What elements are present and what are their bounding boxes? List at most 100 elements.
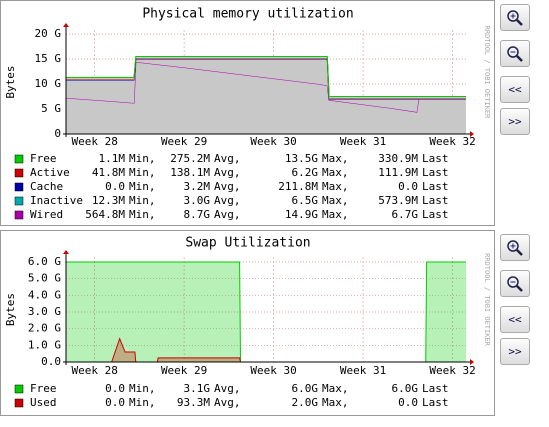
legend-value: 3.2M: [184, 180, 211, 193]
legend-value: 6.0G: [292, 382, 319, 395]
prev-button[interactable]: <<: [500, 306, 530, 333]
legend-value: 275.2M: [170, 152, 210, 165]
legend-value: 0.0: [105, 180, 125, 193]
legend-stat-label: Last: [422, 396, 449, 409]
arrow: [470, 359, 474, 365]
legend-stat-label: Max,: [322, 180, 349, 193]
charts: Physical memory utilization Bytes RRDTOOL …: [0, 0, 495, 416]
legend-swatch: [14, 196, 24, 206]
legend-value: 111.9M: [378, 166, 418, 179]
y-tick-label: 15 G: [35, 52, 62, 65]
legend-label: Free: [30, 152, 57, 165]
legend-value: 138.1M: [170, 166, 210, 179]
legend-value: 41.8M: [92, 166, 125, 179]
legend-stat-label: Avg,: [214, 194, 241, 207]
legend-stat-label: Last: [422, 208, 449, 221]
legend-swatch: [14, 384, 24, 394]
legend-label: Used: [30, 396, 57, 409]
zoom-out-button[interactable]: [500, 40, 530, 67]
y-tick-label: 3.0 G: [28, 305, 61, 318]
legend-stat-label: Avg,: [214, 208, 241, 221]
legend-value: 6.0G: [392, 382, 419, 395]
legend-value: 211.8M: [278, 180, 318, 193]
watermark: RRDTOOL / TOBI OETIKER: [483, 26, 491, 120]
x-tick-label: Week 32: [429, 364, 475, 377]
legend-stat-label: Max,: [322, 396, 349, 409]
legend-value: 13.5G: [285, 152, 318, 165]
next-button[interactable]: >>: [500, 338, 530, 365]
legend-stat-label: Avg,: [214, 396, 241, 409]
y-tick-label: 0: [54, 127, 61, 140]
legend-swatch: [14, 398, 24, 408]
legend-value: 330.9M: [378, 152, 418, 165]
legend-label: Inactive: [30, 194, 83, 207]
legend-value: 2.0G: [292, 396, 319, 409]
legend-value: 0.0: [398, 180, 418, 193]
legend-stat-label: Last: [422, 382, 449, 395]
legend-value: 3.0G: [184, 194, 211, 207]
legend-stat-label: Max,: [322, 152, 349, 165]
plot-area: [66, 257, 466, 362]
legend-value: 0.0: [105, 396, 125, 409]
x-tick-label: Week 32: [429, 135, 475, 148]
legend-stat-label: Last: [422, 152, 449, 165]
legend-stat-label: Avg,: [214, 180, 241, 193]
legend-value: 6.7G: [392, 208, 419, 221]
legend-label: Wired: [30, 208, 63, 221]
x-tick-label: Week 30: [250, 364, 296, 377]
y-tick-label: 4.0 G: [28, 288, 61, 301]
area: [66, 59, 466, 112]
zoom-out-button[interactable]: [500, 270, 530, 297]
x-tick-label: Week 28: [71, 135, 117, 148]
legend-stat-label: Min,: [129, 152, 156, 165]
legend-label: Free: [30, 382, 57, 395]
x-tick-label: Week 28: [71, 364, 117, 377]
legend-stat-label: Last: [422, 180, 449, 193]
legend-swatch: [14, 210, 24, 220]
legend-stat-label: Min,: [129, 166, 156, 179]
chart-title: Physical memory utilization: [142, 7, 353, 22]
zoom-in-button[interactable]: [500, 4, 530, 31]
x-tick-label: Week 29: [161, 364, 207, 377]
y-tick-label: 5 G: [41, 102, 61, 115]
x-tick-label: Week 31: [340, 135, 386, 148]
legend-stat-label: Min,: [129, 208, 156, 221]
zoom-in-icon: [507, 239, 523, 256]
legend-value: 1.1M: [99, 152, 126, 165]
legend-value: 0.0: [398, 396, 418, 409]
zoom-out-icon: [507, 275, 523, 292]
y-tick-label: 5.0 G: [28, 272, 61, 285]
legend-value: 3.1G: [184, 382, 211, 395]
y-tick-label: 1.0 G: [28, 338, 61, 351]
legend-label: Cache: [30, 180, 63, 193]
y-tick-label: 20 G: [35, 27, 62, 40]
legend-value: 0.0: [105, 382, 125, 395]
area: [66, 262, 466, 362]
x-tick-label: Week 30: [250, 135, 296, 148]
legend-stat-label: Last: [422, 166, 449, 179]
prev-button[interactable]: <<: [500, 76, 530, 103]
legend-stat-label: Last: [422, 194, 449, 207]
legend-value: 573.9M: [378, 194, 418, 207]
legend-label: Active: [30, 166, 70, 179]
zoom-out-icon: [507, 45, 523, 62]
next-button[interactable]: >>: [500, 108, 530, 135]
line: [66, 56, 466, 97]
y-axis-label: Bytes: [4, 293, 17, 326]
legend-value: 564.8M: [85, 208, 125, 221]
legend-value: 6.5G: [292, 194, 319, 207]
legend-swatch: [14, 168, 24, 178]
legend-stat-label: Min,: [129, 194, 156, 207]
zoom-in-icon: [507, 9, 523, 26]
area: [66, 62, 466, 134]
arrow: [63, 23, 69, 27]
legend-value: 12.3M: [92, 194, 125, 207]
y-tick-label: 6.0 G: [28, 255, 61, 268]
legend-stat-label: Max,: [322, 208, 349, 221]
chart-title: Swap Utilization: [185, 236, 310, 251]
watermark: RRDTOOL / TOBI OETIKER: [483, 253, 491, 347]
legend-swatch: [14, 182, 24, 192]
legend-swatch: [14, 154, 24, 164]
zoom-in-button[interactable]: [500, 234, 530, 261]
